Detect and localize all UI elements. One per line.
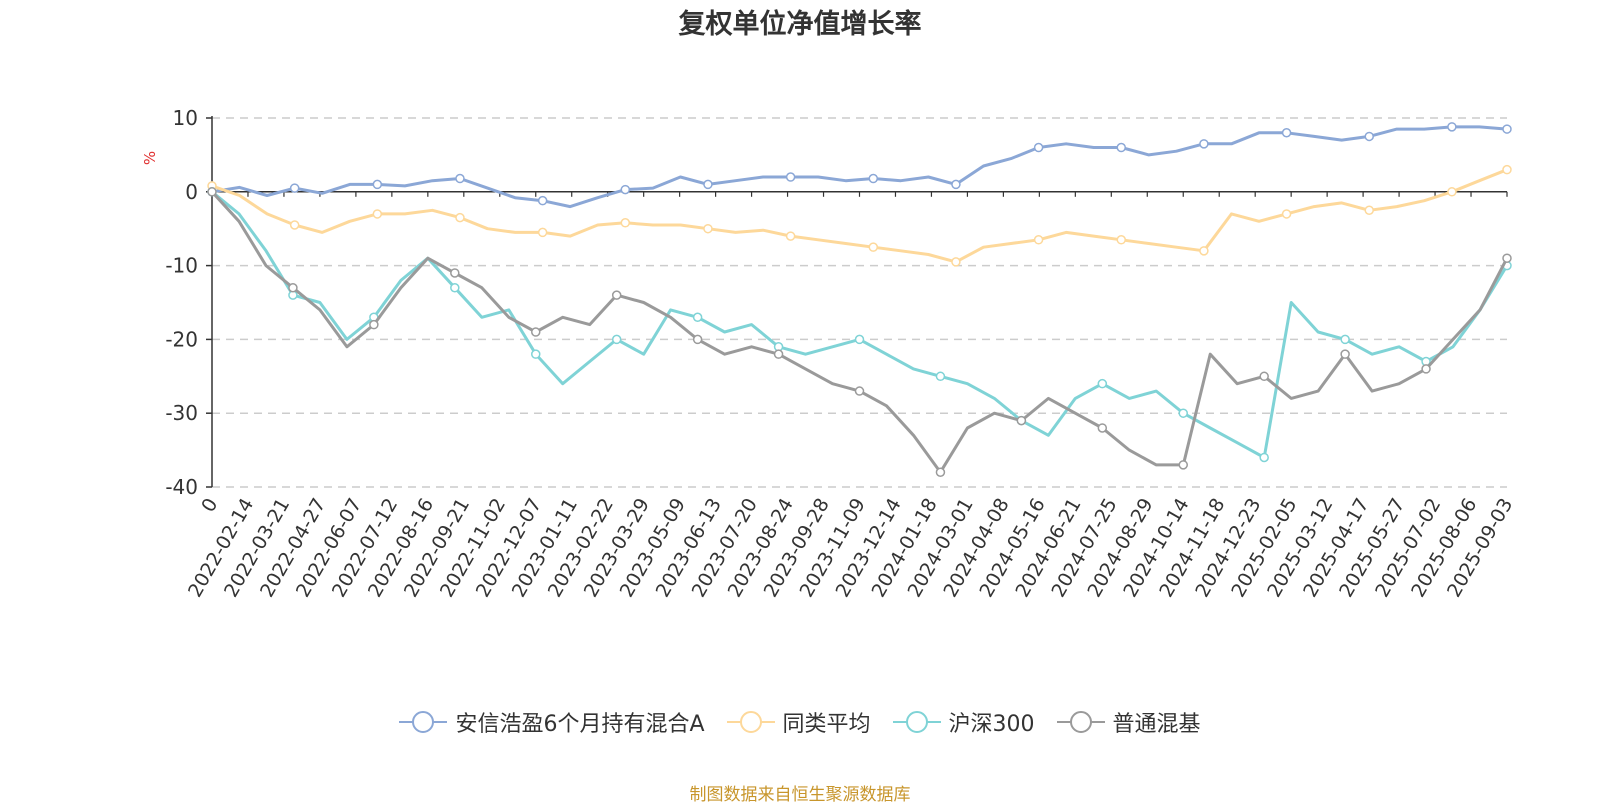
series-point-1	[372, 209, 383, 219]
legend-label: 沪深300	[948, 712, 1035, 737]
source-footer: 制图数据来自恒生聚源数据库	[689, 785, 911, 805]
series-point-2	[611, 334, 622, 345]
series-point-2	[854, 334, 865, 345]
series-point-0	[1447, 122, 1457, 132]
series-point-3	[692, 334, 703, 345]
legend-marker-circle	[1069, 711, 1092, 733]
series-point-2	[935, 371, 946, 382]
legend-marker-icon	[892, 711, 941, 733]
legend-item[interactable]: 沪深300	[892, 706, 1035, 738]
series-point-1	[1447, 187, 1457, 197]
series-point-3	[1178, 460, 1188, 470]
series-point-1	[1199, 246, 1209, 256]
series-point-0	[372, 179, 383, 190]
series-point-1	[620, 218, 631, 228]
series-point-2	[1097, 378, 1108, 389]
x-tick-label: 0	[197, 495, 222, 516]
series-point-3	[450, 268, 460, 278]
series-point-0	[620, 184, 631, 195]
chart-plot: 100-10-20-30-40%02022-02-142022-03-21202…	[141, 106, 1517, 601]
y-tick-label: 0	[185, 180, 198, 204]
series-point-3	[773, 349, 784, 359]
legend-label: 安信浩盈6个月持有混合A	[455, 712, 705, 737]
series-point-1	[1364, 205, 1374, 215]
series-point-2	[1259, 452, 1269, 463]
legend-marker-circle	[412, 711, 435, 733]
series-point-0	[455, 173, 465, 184]
series-point-0	[785, 172, 796, 182]
series-point-2	[1340, 334, 1350, 345]
series-point-0	[1116, 142, 1127, 153]
series-point-3	[854, 386, 865, 396]
legend-item[interactable]: 普通混基	[1056, 706, 1201, 738]
series-point-0	[537, 195, 548, 206]
series-point-2	[531, 349, 541, 359]
series-point-3	[369, 319, 379, 330]
series-point-1	[289, 220, 300, 230]
series-point-3	[1421, 364, 1431, 374]
series-point-3	[1502, 253, 1512, 263]
series-point-3	[611, 290, 622, 300]
legend-item[interactable]: 安信浩盈6个月持有混合A	[399, 706, 705, 738]
legend-marker-icon	[399, 711, 448, 733]
series-point-2	[450, 282, 460, 293]
series-point-3	[531, 327, 541, 337]
series-point-3	[207, 187, 217, 197]
legend-label: 同类平均	[782, 712, 871, 737]
tick-labels: 100-10-20-30-40%02022-02-142022-03-21202…	[141, 106, 1517, 601]
series-point-3	[1016, 415, 1027, 426]
series-point-0	[868, 173, 879, 184]
axes	[206, 116, 1508, 488]
series-line-2	[211, 190, 1509, 459]
series-point-3	[935, 467, 946, 477]
y-tick-label: -40	[165, 475, 198, 499]
series-lines	[207, 122, 1512, 477]
series-point-1	[1281, 209, 1292, 219]
legend-marker-circle	[739, 711, 762, 733]
series-line-1	[211, 168, 1508, 264]
series-point-1	[703, 223, 713, 234]
series-point-1	[868, 242, 879, 252]
series-point-3	[1097, 423, 1108, 433]
legend-marker-icon	[726, 711, 775, 733]
y-tick-label: -10	[165, 254, 198, 278]
series-point-0	[1281, 128, 1292, 138]
series-point-1	[537, 227, 548, 238]
series-point-1	[951, 257, 961, 267]
series-point-2	[1178, 408, 1188, 418]
series-point-3	[288, 282, 298, 293]
series-point-0	[1033, 142, 1044, 153]
grid-lines	[212, 117, 1507, 488]
series-point-1	[785, 231, 796, 241]
legend-item[interactable]: 同类平均	[726, 706, 871, 738]
series-point-3	[1259, 371, 1269, 382]
series-point-0	[1364, 131, 1374, 142]
legend-marker-circle	[905, 711, 928, 733]
y-tick-label: 10	[173, 106, 198, 130]
legend-marker-icon	[1056, 711, 1105, 733]
series-point-1	[1116, 235, 1127, 245]
series-point-0	[1502, 124, 1512, 134]
series-point-3	[1340, 349, 1350, 359]
series-point-1	[1033, 235, 1044, 245]
y-axis-label: %	[141, 151, 159, 165]
chart-title: 复权单位净值增长率	[678, 9, 922, 40]
series-point-0	[703, 179, 713, 190]
series-point-0	[289, 183, 300, 193]
y-tick-label: -20	[165, 327, 198, 351]
y-tick-label: -30	[165, 401, 198, 425]
series-line-3	[210, 190, 1509, 474]
series-point-0	[1199, 139, 1209, 149]
series-point-2	[692, 312, 703, 323]
legend-label: 普通混基	[1112, 712, 1201, 737]
legend: 安信浩盈6个月持有混合A 同类平均 沪深300 普通混基	[0, 706, 1600, 738]
series-point-0	[951, 179, 961, 190]
series-point-1	[1502, 164, 1512, 175]
series-point-1	[455, 212, 465, 223]
